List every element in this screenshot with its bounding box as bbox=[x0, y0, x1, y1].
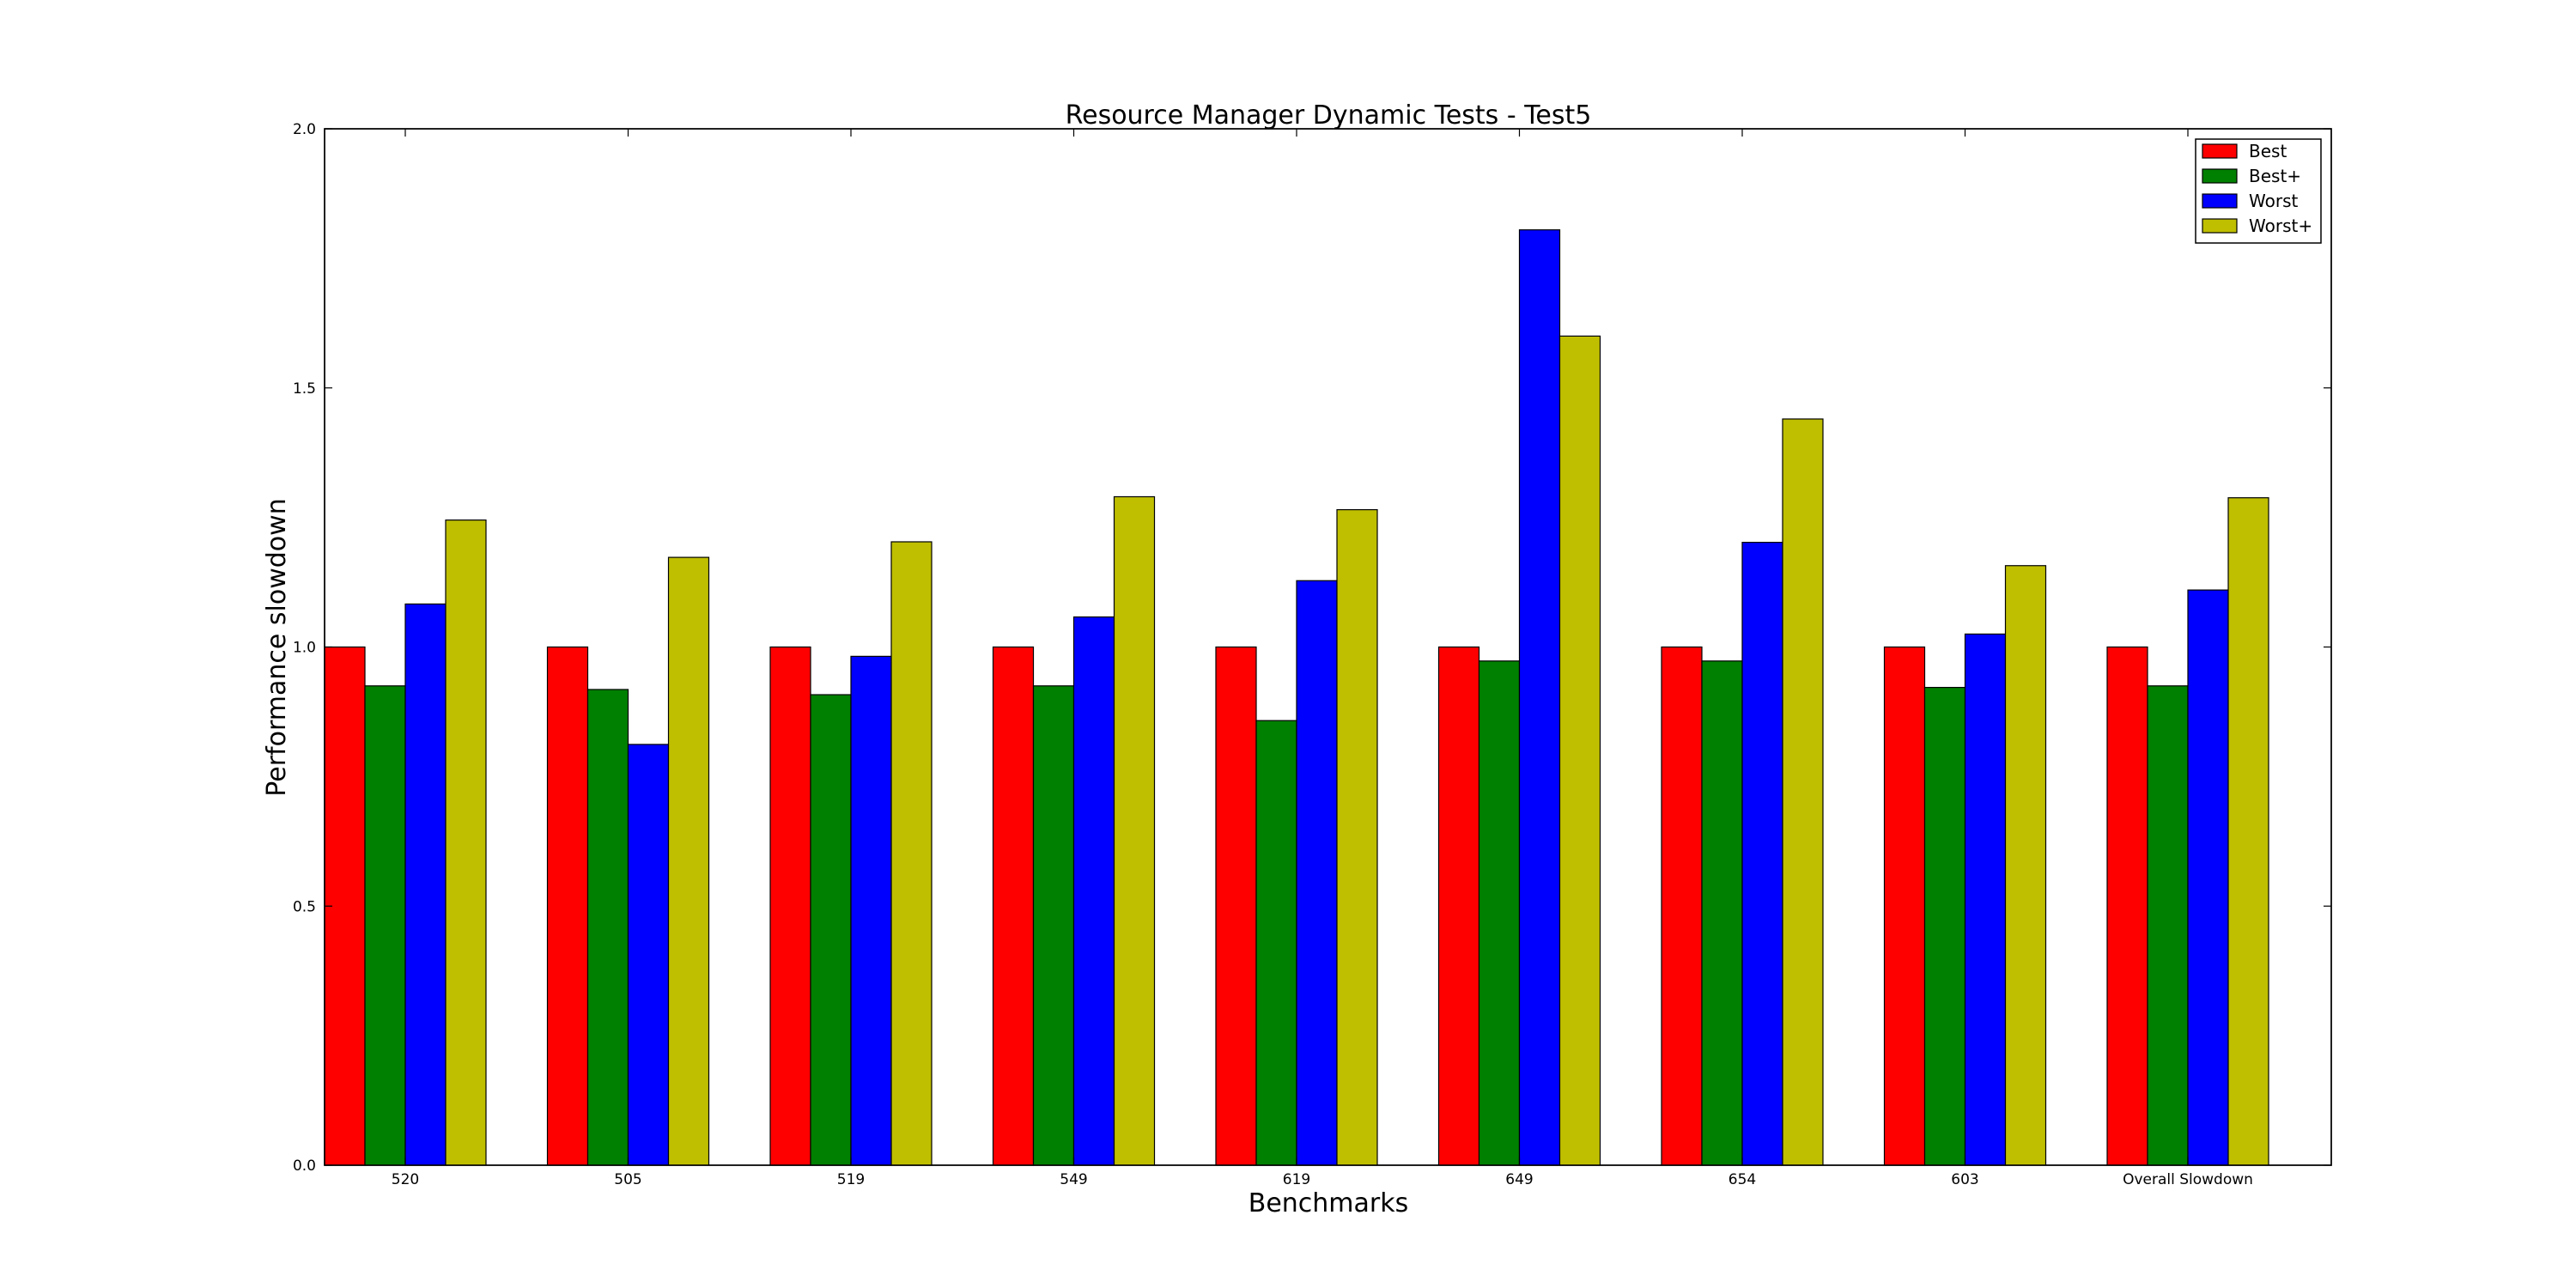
x-tick-label: 654 bbox=[1728, 1171, 1756, 1188]
x-tick-label: 649 bbox=[1505, 1171, 1533, 1188]
bar-worst-plus-overall-slowdown bbox=[2227, 497, 2269, 1166]
legend-label: Best bbox=[2249, 141, 2287, 161]
bar-worst-603 bbox=[1964, 633, 2007, 1166]
bar-worst-505 bbox=[627, 744, 670, 1166]
y-tick-label: 1.0 bbox=[293, 640, 316, 657]
y-axis-ticks: 0.0 0.5 1.0 1.5 2.0 bbox=[293, 121, 2331, 1175]
bar-best-plus-649 bbox=[1478, 660, 1521, 1166]
bar-best-plus-520 bbox=[364, 685, 406, 1166]
bar-best-overall-slowdown bbox=[2106, 646, 2148, 1166]
bar-worst-649 bbox=[1518, 229, 1561, 1166]
bar-best-plus-549 bbox=[1032, 685, 1075, 1166]
x-tick-label: 619 bbox=[1283, 1171, 1310, 1188]
y-tick-label: 1.5 bbox=[293, 380, 316, 398]
bar-best-649 bbox=[1437, 646, 1480, 1166]
legend-swatch bbox=[2202, 218, 2238, 234]
legend-label: Worst bbox=[2249, 191, 2298, 211]
bar-best-603 bbox=[1883, 646, 1926, 1166]
bar-best-619 bbox=[1215, 646, 1257, 1166]
legend-swatch bbox=[2202, 168, 2238, 184]
y-tick-label: 0.5 bbox=[293, 898, 316, 915]
y-axis-label: Performance slowdown bbox=[262, 498, 292, 796]
bar-best-505 bbox=[546, 646, 589, 1166]
bar-worst-overall-slowdown bbox=[2187, 589, 2229, 1166]
legend-swatch bbox=[2202, 193, 2238, 209]
bar-best-plus-overall-slowdown bbox=[2147, 685, 2189, 1166]
x-tick-label: Overall Slowdown bbox=[2123, 1171, 2253, 1188]
legend: Best Best+ Worst Worst+ bbox=[2195, 138, 2322, 244]
bar-worst-654 bbox=[1741, 541, 1783, 1166]
bar-best-519 bbox=[769, 646, 811, 1166]
bar-worst-plus-505 bbox=[667, 556, 710, 1166]
bar-worst-plus-649 bbox=[1558, 335, 1601, 1166]
bar-worst-549 bbox=[1072, 616, 1115, 1166]
bar-best-plus-505 bbox=[586, 689, 629, 1166]
y-tick-label: 0.0 bbox=[293, 1157, 316, 1175]
bar-worst-plus-603 bbox=[2004, 565, 2047, 1166]
bar-worst-plus-549 bbox=[1113, 495, 1156, 1166]
x-axis-label: Benchmarks bbox=[1249, 1188, 1409, 1218]
legend-swatch bbox=[2202, 143, 2238, 159]
bar-worst-plus-520 bbox=[445, 519, 487, 1166]
x-tick-label: 519 bbox=[837, 1171, 865, 1188]
x-tick-label: 603 bbox=[1951, 1171, 1978, 1188]
bar-worst-plus-654 bbox=[1782, 418, 1824, 1166]
x-axis-ticks: 520 505 519 549 619 649 654 603 Overall Slowdown bbox=[392, 129, 2253, 1188]
bar-worst-plus-519 bbox=[890, 541, 933, 1166]
bar-best-plus-603 bbox=[1923, 686, 1966, 1166]
bar-worst-619 bbox=[1296, 580, 1338, 1166]
bar-worst-519 bbox=[850, 655, 892, 1166]
plot-frame-outline bbox=[324, 128, 2332, 1166]
bar-best-plus-519 bbox=[810, 694, 852, 1166]
x-tick-label: 520 bbox=[392, 1171, 419, 1188]
legend-label: Worst+ bbox=[2249, 216, 2312, 236]
bar-best-549 bbox=[992, 646, 1035, 1166]
y-tick-label: 2.0 bbox=[293, 121, 316, 138]
bar-best-654 bbox=[1661, 646, 1703, 1166]
legend-label: Best+ bbox=[2249, 166, 2301, 186]
x-tick-label: 505 bbox=[614, 1171, 641, 1188]
bar-worst-plus-619 bbox=[1336, 508, 1378, 1166]
bar-worst-520 bbox=[404, 603, 447, 1166]
bars-layer bbox=[324, 229, 2269, 1166]
chart-title: Resource Manager Dynamic Tests - Test5 bbox=[1066, 100, 1592, 131]
bar-best-plus-654 bbox=[1701, 660, 1743, 1166]
x-tick-label: 549 bbox=[1060, 1171, 1087, 1188]
bar-best-plus-619 bbox=[1255, 720, 1297, 1166]
